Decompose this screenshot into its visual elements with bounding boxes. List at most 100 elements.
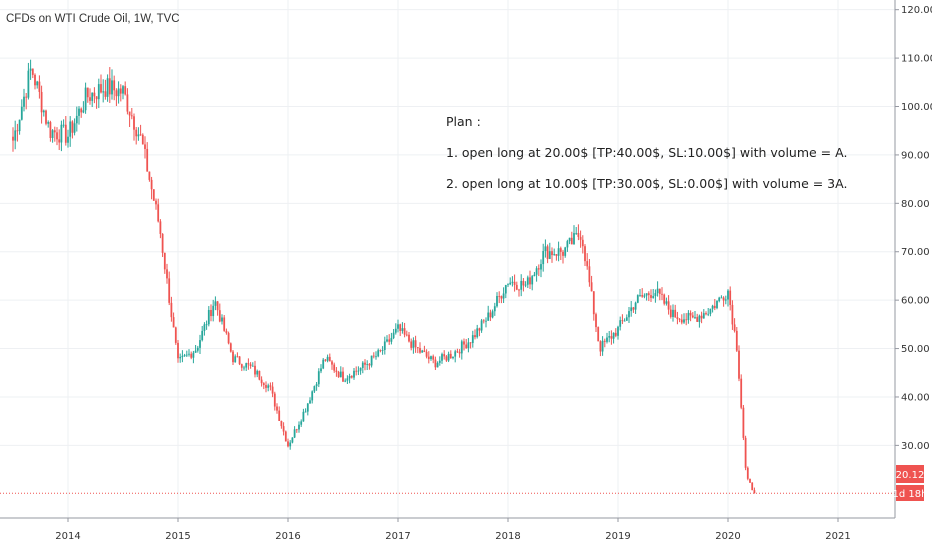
candles xyxy=(12,59,756,494)
candle-body xyxy=(324,359,327,361)
candle-body xyxy=(348,376,351,379)
candle-body xyxy=(738,350,740,379)
candle-body xyxy=(751,482,754,491)
candle-body xyxy=(399,324,402,331)
candle-body xyxy=(84,87,87,111)
candle-body xyxy=(350,376,353,378)
candle-body xyxy=(256,370,259,375)
candle-body xyxy=(331,361,333,365)
candle-body xyxy=(124,86,127,95)
candle-body xyxy=(661,293,663,295)
candle-body xyxy=(82,110,85,113)
candle-body xyxy=(161,233,164,253)
candle-body xyxy=(38,81,41,92)
annotation-plan-step-1: 1. open long at 20.00$ [TP:40.00$, SL:10… xyxy=(446,145,847,160)
candle-body xyxy=(689,312,692,316)
candle-body xyxy=(157,204,160,222)
candle-body xyxy=(531,276,534,285)
candle-body xyxy=(691,315,694,318)
candle-body xyxy=(113,80,116,91)
candle-body xyxy=(148,171,151,180)
candle-body xyxy=(89,97,91,101)
candle-body xyxy=(181,355,184,357)
candle-body xyxy=(687,312,690,321)
candle-body xyxy=(573,233,575,245)
candle-body xyxy=(67,136,69,143)
candle-body xyxy=(144,144,146,149)
candle-body xyxy=(599,341,602,352)
candle-body xyxy=(722,297,725,301)
candle-body xyxy=(639,295,641,296)
candle-body xyxy=(641,295,644,297)
candle-body xyxy=(388,339,391,342)
candle-body xyxy=(386,339,388,342)
candle-body xyxy=(650,295,652,298)
time-tick-label: 2016 xyxy=(275,531,300,542)
price-axis[interactable]: 120.00 110.00 100.00 90.00 80.00 70.00 60.00 50… xyxy=(895,5,932,452)
candle-body xyxy=(449,353,452,359)
candle-body xyxy=(452,356,454,359)
candle-body xyxy=(509,282,512,285)
candle-body xyxy=(621,320,624,322)
candle-body xyxy=(234,356,237,363)
candle-body xyxy=(636,295,639,303)
candle-body xyxy=(740,378,743,408)
candle-body xyxy=(744,437,747,468)
candle-body xyxy=(647,293,650,296)
candle-body xyxy=(141,134,144,145)
candle-body xyxy=(434,359,437,368)
candle-body xyxy=(135,129,138,137)
candle-body xyxy=(353,370,355,378)
annotation-plan-heading: Plan : xyxy=(446,114,481,129)
candle-body xyxy=(260,379,263,384)
candle-body xyxy=(749,478,751,483)
candle-body xyxy=(91,92,94,101)
candle-body xyxy=(298,424,300,430)
candle-body xyxy=(326,356,329,361)
candle-body xyxy=(454,351,457,357)
candle-body xyxy=(150,179,153,190)
candle-body xyxy=(733,324,736,331)
candle-body xyxy=(436,362,439,368)
candle-body xyxy=(432,356,435,360)
candle-body xyxy=(540,264,542,270)
candle-body xyxy=(467,342,470,349)
candle-body xyxy=(346,378,349,381)
candle-body xyxy=(117,88,120,97)
candle-body xyxy=(273,393,276,407)
candle-body xyxy=(405,334,408,336)
candle-body xyxy=(632,307,635,310)
candle-body xyxy=(42,110,45,113)
candle-body xyxy=(678,318,681,320)
candle-body xyxy=(471,335,474,344)
candle-body xyxy=(47,122,50,124)
candle-body xyxy=(56,132,58,140)
candle-body xyxy=(168,278,171,303)
candle-body xyxy=(469,342,472,344)
candle-body xyxy=(529,277,531,285)
candle-body xyxy=(414,340,417,348)
candle-body xyxy=(610,336,613,339)
candle-body xyxy=(115,90,118,97)
candle-body xyxy=(753,490,756,494)
candle-body xyxy=(282,426,285,432)
candle-body xyxy=(630,307,633,312)
candle-body xyxy=(249,364,252,366)
candle-body xyxy=(344,380,347,382)
candle-body xyxy=(170,302,173,318)
candle-body xyxy=(557,248,560,256)
candle-body xyxy=(507,284,509,286)
candle-body xyxy=(742,407,745,438)
candle-body xyxy=(720,297,723,299)
candle-body xyxy=(166,269,168,279)
candle-body xyxy=(203,324,206,331)
candle-body xyxy=(322,359,325,369)
candle-body xyxy=(190,353,193,358)
grid xyxy=(0,0,895,518)
time-axis[interactable]: 2014 2015 2016 2017 2018 2019 2020 2021 xyxy=(55,518,851,542)
candle-body xyxy=(317,371,320,385)
candle-body xyxy=(14,130,17,141)
candle-body xyxy=(425,351,428,357)
